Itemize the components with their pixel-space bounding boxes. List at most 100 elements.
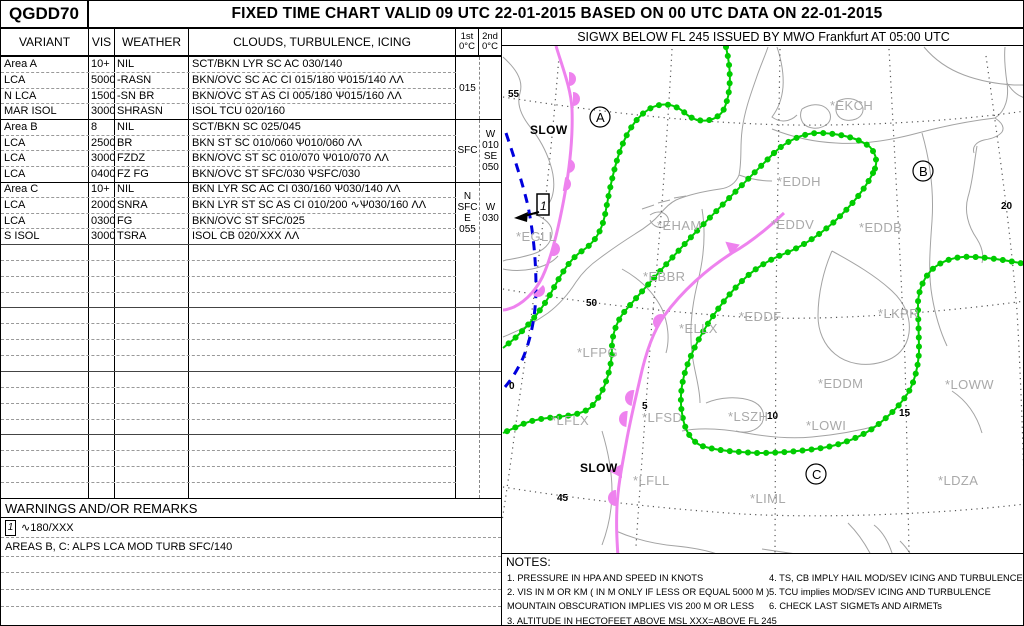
station-egll: *EGLL <box>516 229 556 244</box>
warning-empty-row <box>1 573 501 590</box>
station-lfll: *LFLL <box>633 473 670 488</box>
station-lfpg: *LFPG <box>577 345 618 360</box>
lon-0-label: 0 <box>509 381 515 392</box>
graticule-labels: 55 50 45 0 5 10 15 20 <box>508 89 1013 504</box>
sigwx-map: A B C SLOW SLOW 1 *EGLL *EKCH *EDDH <box>500 44 1023 558</box>
station-eham: *EHAM <box>657 218 702 233</box>
variant-table: VARIANT VIS WEATHER CLOUDS, TURBULENCE, … <box>1 29 501 625</box>
vis-cell: 3000 <box>91 104 115 120</box>
area-a-circle <box>589 106 611 128</box>
note-line: 1. PRESSURE IN HPA AND SPEED IN KNOTS <box>507 573 704 583</box>
vis-cell: 0300 <box>91 213 115 229</box>
table-group-empty <box>1 370 501 435</box>
warning-empty-row <box>1 590 501 607</box>
fronts <box>502 45 786 558</box>
table-group-empty <box>1 434 501 498</box>
weather-cell: NIL <box>115 182 189 198</box>
weather-cell: SNRA <box>115 198 189 213</box>
slow-label-north: SLOW <box>530 123 568 137</box>
variant-cell: Area C <box>1 182 89 198</box>
area-c-circle <box>805 463 827 485</box>
station-ellx: *ELLX <box>679 321 718 336</box>
flag-1-map-label: 1 <box>540 199 547 213</box>
col-header-weather: WEATHER <box>115 29 189 55</box>
col-header-second-zero: 2nd 0°C <box>482 31 498 52</box>
variant-cell: S ISOL <box>1 229 89 244</box>
clouds-cell: SCT/BKN SC 025/045 <box>189 120 456 135</box>
table-row: Area A 10+ NIL SCT/BKN LYR SC AC 030/140 <box>1 57 456 72</box>
lat-50-label: 50 <box>586 298 598 309</box>
vis-cell: 10+ <box>89 182 115 198</box>
col-header-clouds: CLOUDS, TURBULENCE, ICING <box>189 29 456 55</box>
vis-cell: 2000 <box>91 198 115 213</box>
weather-cell: NIL <box>115 120 189 135</box>
second-zero-cell: W 010 SE 050 <box>479 120 501 182</box>
station-lfsd: *LFSD <box>642 410 682 425</box>
variant-cell: LCA <box>1 198 89 213</box>
flag-1-map-marker: 1 <box>514 193 550 222</box>
variant-cell: LCA <box>1 151 89 167</box>
note-line: 3. ALTITUDE IN HECTOFEET ABOVE MSL XXX=A… <box>507 615 777 626</box>
weather-cell: FG <box>115 213 189 229</box>
variant-cell: Area B <box>1 120 89 135</box>
area-a-label: A <box>596 110 605 125</box>
first-zero-cell: SFC <box>457 145 478 157</box>
clouds-cell: BKN/OVC ST AS CI 005/180 Ѱ015/160 ΛΛ <box>189 88 456 104</box>
table-row: LCA 2000 SNRA BKN LYR ST SC AS CI 010/20… <box>1 197 456 213</box>
lon-20-label: 20 <box>1001 201 1013 212</box>
warning-flag-text: ∿180/XXX <box>21 522 74 534</box>
clouds-cell: ISOL TCU 020/160 <box>189 104 456 120</box>
note-line: MOUNTAIN OBSCURATION IMPLIES VIS 200 M O… <box>507 601 755 612</box>
weather-cell: TSRA <box>115 229 189 244</box>
station-eddm: *EDDM <box>818 376 863 391</box>
clouds-cell: BKN/OVC ST SC 010/070 Ѱ010/070 ΛΛ <box>189 151 456 167</box>
second-zero-cell <box>479 57 501 120</box>
warning-empty-row <box>1 557 501 573</box>
lon-10-label: 10 <box>767 411 779 422</box>
station-eddf: *EDDF <box>739 309 781 324</box>
warning-flag-row: 1 ∿180/XXX <box>1 518 501 538</box>
flag-arrow-head <box>514 212 528 222</box>
table-group-area-c: Area C 10+ NIL BKN LYR SC AC CI 030/160 … <box>1 181 501 244</box>
notes-right-column: 4. TS, CB IMPLY HAIL MOD/SEV ICING AND T… <box>769 571 1023 614</box>
warning-remark-text: AREAS B, C: ALPS LCA MOD TURB SFC/140 <box>5 541 233 553</box>
weather-cell: -RASN <box>115 72 189 88</box>
weather-cell: BR <box>115 135 189 151</box>
warning-empty-row <box>1 607 501 625</box>
title-row: QGDD70 FIXED TIME CHART VALID 09 UTC 22-… <box>1 1 1023 29</box>
map-title: SIGWX BELOW FL 245 ISSUED BY MWO Frankfu… <box>501 29 1023 46</box>
table-row: N LCA 1500 -SN BR BKN/OVC ST AS CI 005/1… <box>1 87 456 104</box>
warnings-title: WARNINGS AND/OR REMARKS <box>1 499 501 518</box>
table-row: LCA 0400 FZ FG BKN/OVC ST SFC/030 ѰSFC/0… <box>1 166 456 182</box>
chart-title: FIXED TIME CHART VALID 09 UTC 22-01-2015… <box>231 5 883 22</box>
station-loww: *LOWW <box>945 377 994 392</box>
col-header-variant: VARIANT <box>1 29 89 55</box>
note-line: 4. TS, CB IMPLY HAIL MOD/SEV ICING AND T… <box>769 573 1023 583</box>
variant-cell: LCA <box>1 213 89 229</box>
station-lflx: *LFLX <box>551 413 589 428</box>
table-group-empty <box>1 307 501 371</box>
notes-left-column: 1. PRESSURE IN HPA AND SPEED IN KNOTS 2.… <box>507 571 777 626</box>
variant-cell: LCA <box>1 135 89 151</box>
weather-cell: FZDZ <box>115 151 189 167</box>
station-eddb: *EDDB <box>859 220 902 235</box>
vis-cell: 8 <box>89 120 115 135</box>
vis-cell: 1500 <box>91 88 115 104</box>
variant-cell: LCA <box>1 72 89 88</box>
col-header-vis: VIS <box>89 29 115 55</box>
cloud-area-boundaries <box>500 44 1023 457</box>
note-line: 5. TCU implies MOD/SEV ICING AND TURBULE… <box>769 587 991 598</box>
flag-1-marker: 1 <box>5 519 16 536</box>
first-zero-cell: 015 <box>459 82 476 94</box>
weather-cell: SHRASN <box>115 104 189 120</box>
notes-panel: NOTES: 1. PRESSURE IN HPA AND SPEED IN K… <box>501 553 1023 626</box>
variant-cell: MAR ISOL <box>1 104 89 120</box>
station-lowi: *LOWI <box>806 418 846 433</box>
chart-code: QGDD70 <box>1 1 89 27</box>
variant-cell: LCA <box>1 167 89 182</box>
variant-cell: Area A <box>1 57 89 72</box>
weather-cell: -SN BR <box>115 88 189 104</box>
coastlines <box>502 46 1023 558</box>
vis-cell: 5000 <box>91 72 115 88</box>
